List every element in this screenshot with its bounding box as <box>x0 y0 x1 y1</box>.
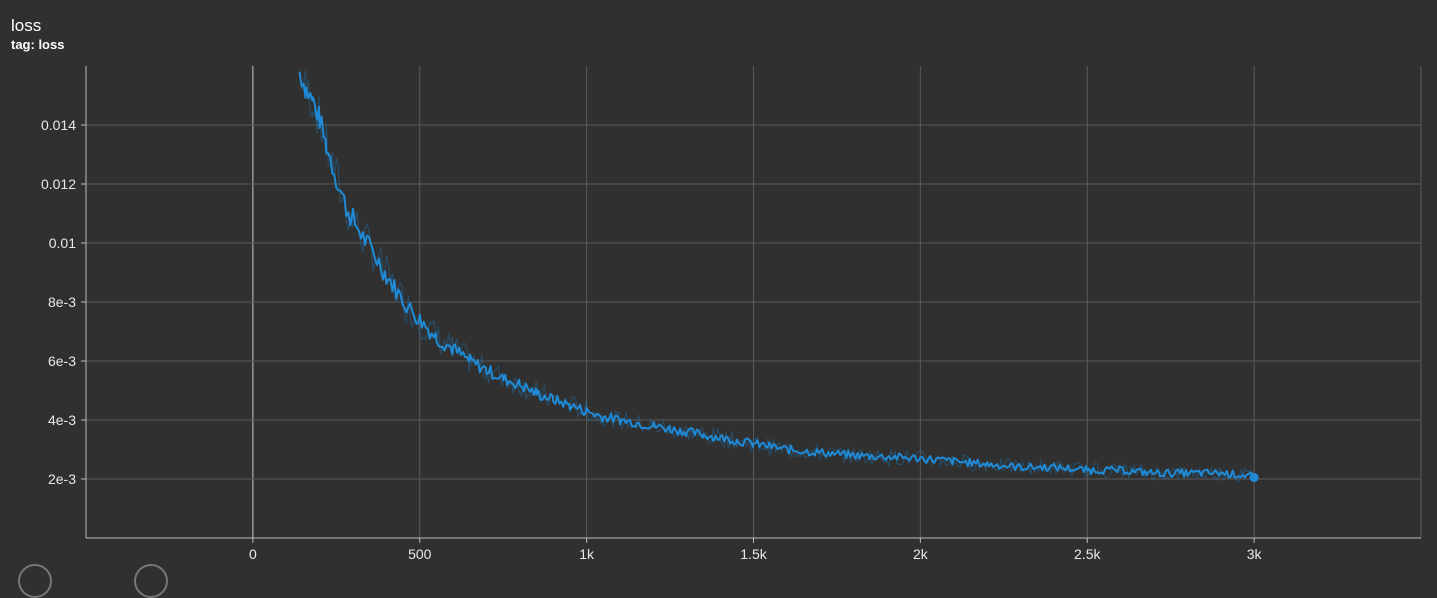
y-tick-label: 6e-3 <box>48 353 76 369</box>
x-tick-label: 1.5k <box>740 546 767 562</box>
corner-button-right[interactable] <box>134 564 168 598</box>
axes <box>81 66 1421 543</box>
y-tick-label: 8e-3 <box>48 294 76 310</box>
x-tick-label: 1k <box>579 546 595 562</box>
y-tick-label: 0.012 <box>41 176 76 192</box>
tick-labels: 0 500 1k 1.5k 2k 2.5k 3k 2e-3 4e-3 6e-3 8e-3 0.01 0.… <box>41 117 1263 562</box>
y-tick-label: 0.014 <box>41 117 76 133</box>
chart-header: loss tag: loss <box>11 16 64 53</box>
y-tick-label: 0.01 <box>49 235 76 251</box>
grid-lines <box>86 66 1422 538</box>
x-tick-label: 2.5k <box>1074 546 1101 562</box>
y-tick-label: 4e-3 <box>48 412 76 428</box>
corner-button-left[interactable] <box>18 564 52 598</box>
loss-chart[interactable]: 0 500 1k 1.5k 2k 2.5k 3k 2e-3 4e-3 6e-3 8e-3 0.01 0.… <box>0 0 1437 570</box>
last-point-marker <box>1249 473 1259 483</box>
y-tick-label: 2e-3 <box>48 471 76 487</box>
chart-subtitle: tag: loss <box>11 37 65 52</box>
smoothed-loss-line <box>298 71 1256 479</box>
x-tick-label: 0 <box>249 546 257 562</box>
x-tick-label: 2k <box>913 546 929 562</box>
chart-title: loss <box>11 16 42 35</box>
smoothed-series <box>298 71 1259 483</box>
x-tick-label: 3k <box>1247 546 1263 562</box>
x-tick-label: 500 <box>408 546 432 562</box>
